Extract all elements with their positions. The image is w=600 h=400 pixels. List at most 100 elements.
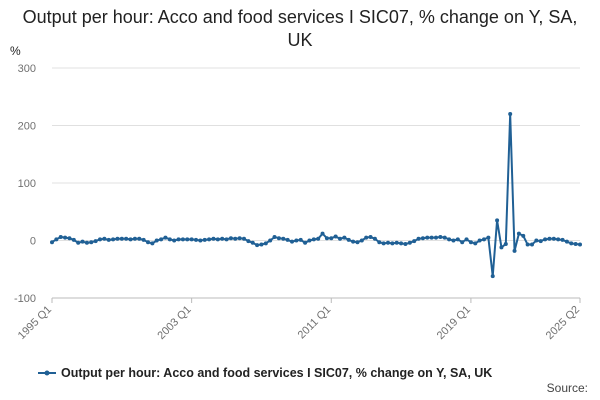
point <box>207 237 212 242</box>
point <box>89 240 94 245</box>
point <box>346 237 351 242</box>
point <box>233 236 238 241</box>
point <box>246 239 251 244</box>
point <box>538 239 543 244</box>
point <box>242 236 246 241</box>
point <box>281 236 286 241</box>
point <box>333 234 338 239</box>
point <box>215 237 220 242</box>
point <box>303 240 308 245</box>
point <box>564 239 569 244</box>
point <box>368 235 373 240</box>
y-tick-label: 0 <box>30 236 36 248</box>
point <box>54 237 59 242</box>
point <box>311 237 316 242</box>
point <box>355 240 360 245</box>
point <box>551 236 556 241</box>
point <box>146 240 150 245</box>
point <box>106 237 111 242</box>
point <box>150 241 155 246</box>
point <box>512 248 517 253</box>
chart-title: Output per hour: Acco and food services … <box>22 7 578 50</box>
point <box>556 237 561 242</box>
point <box>80 239 85 244</box>
point <box>211 236 216 241</box>
point <box>508 112 513 116</box>
point <box>137 236 142 241</box>
point <box>399 241 404 246</box>
point <box>259 242 264 247</box>
point <box>338 236 342 241</box>
point <box>102 236 107 241</box>
point <box>58 235 63 240</box>
point <box>220 236 225 241</box>
point <box>359 238 364 243</box>
point <box>386 240 390 245</box>
legend-label: Output per hour: Acco and food services … <box>61 366 492 380</box>
y-tick-label: 200 <box>18 121 36 133</box>
y-tick-label: -100 <box>14 293 36 305</box>
point <box>316 236 321 241</box>
y-tick-label: 100 <box>18 178 36 190</box>
point <box>381 241 386 246</box>
point <box>185 237 190 242</box>
point <box>119 236 124 241</box>
point <box>50 240 54 245</box>
point <box>473 241 478 246</box>
point <box>255 243 260 248</box>
point <box>268 238 273 243</box>
point <box>560 237 565 242</box>
point <box>290 239 294 244</box>
point <box>285 237 290 242</box>
point <box>451 238 456 243</box>
x-tick-label: 2019 Q1 <box>435 304 473 342</box>
point <box>67 236 72 241</box>
point <box>180 237 185 242</box>
point <box>307 238 312 243</box>
point <box>530 242 534 247</box>
point <box>516 231 521 236</box>
point <box>578 242 582 247</box>
point <box>224 237 229 242</box>
point <box>460 240 465 245</box>
point <box>159 237 164 242</box>
x-tick-label: 2011 Q1 <box>296 304 334 342</box>
y-axis-label: % <box>10 44 21 58</box>
point <box>425 235 430 240</box>
point <box>543 237 548 242</box>
point <box>98 237 102 242</box>
point <box>499 245 504 250</box>
legend-marker <box>44 370 50 376</box>
point <box>202 237 207 242</box>
point <box>372 236 377 241</box>
x-tick-label: 2025 Q2 <box>544 304 582 342</box>
x-tick-label: 1995 Q1 <box>16 304 54 342</box>
point <box>434 235 438 240</box>
point <box>237 236 242 241</box>
point <box>407 240 412 245</box>
point <box>464 237 469 242</box>
point <box>573 241 578 246</box>
point <box>495 218 500 223</box>
point <box>194 237 198 242</box>
point <box>438 235 443 240</box>
point <box>128 237 133 242</box>
x-tick-label: 2003 Q1 <box>155 304 193 342</box>
point <box>490 274 495 279</box>
point <box>447 237 452 242</box>
point <box>163 235 168 240</box>
point <box>198 238 203 243</box>
point <box>124 236 129 241</box>
point <box>84 240 89 245</box>
point <box>71 237 76 242</box>
point <box>111 237 116 242</box>
point <box>569 241 574 246</box>
point <box>455 237 460 242</box>
point <box>420 236 425 241</box>
point <box>172 238 177 243</box>
point <box>477 238 482 243</box>
point <box>521 233 526 238</box>
point <box>416 236 421 241</box>
point <box>294 238 299 243</box>
